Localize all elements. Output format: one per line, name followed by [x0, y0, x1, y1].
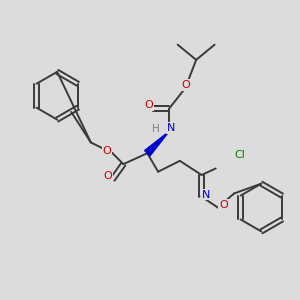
Polygon shape	[145, 131, 169, 156]
Text: O: O	[104, 171, 112, 181]
Text: O: O	[103, 146, 112, 156]
Text: O: O	[219, 200, 228, 210]
Text: O: O	[181, 80, 190, 90]
Text: Cl: Cl	[234, 150, 245, 161]
Text: N: N	[167, 123, 176, 133]
Text: H: H	[152, 124, 160, 134]
Text: N: N	[202, 190, 210, 200]
Text: O: O	[144, 100, 153, 110]
